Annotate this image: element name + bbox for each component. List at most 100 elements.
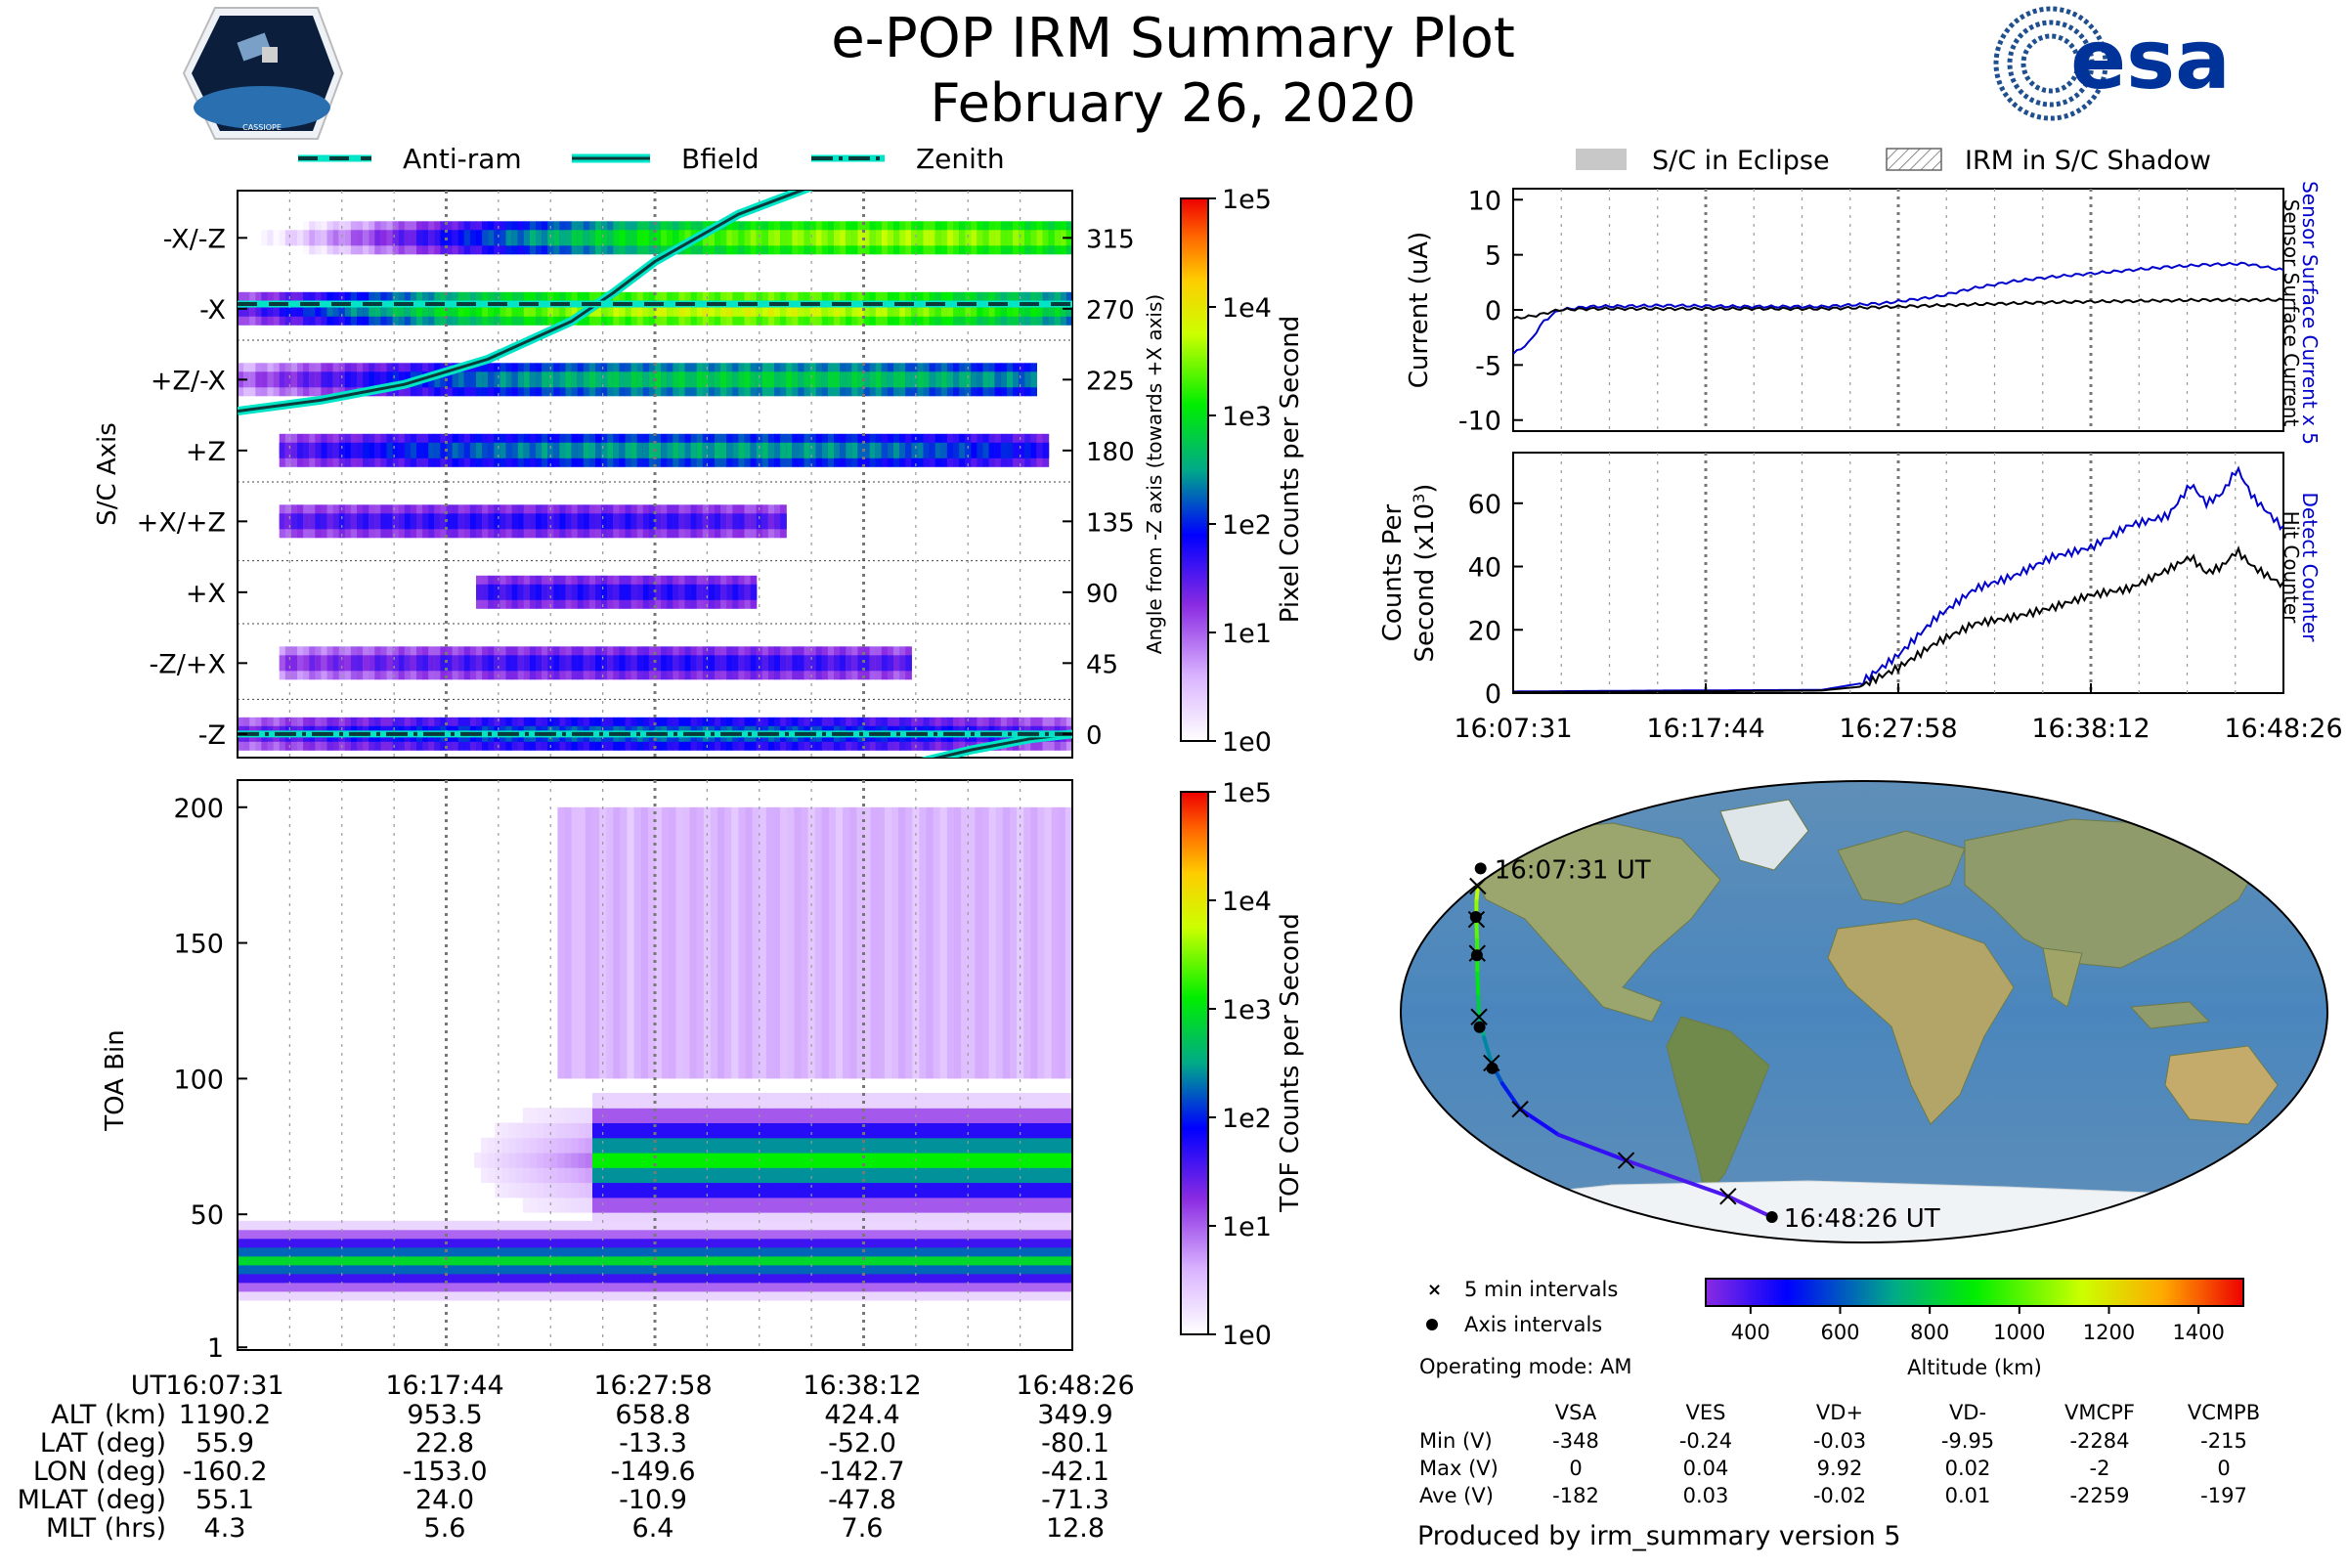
toa-cell xyxy=(550,1221,558,1231)
toa-cell xyxy=(244,1230,252,1240)
pixel-cell-core xyxy=(768,230,775,245)
toa-cell xyxy=(690,1221,698,1231)
toa-cell xyxy=(363,1247,370,1257)
pixel-cell-core xyxy=(661,513,668,529)
voltage-value: -348 xyxy=(1552,1429,1599,1453)
toa-cell xyxy=(1003,1108,1011,1123)
toa-cell xyxy=(683,1093,691,1109)
toa-cell xyxy=(300,1239,308,1248)
toa-cell xyxy=(871,1221,879,1231)
pixel-cell-core xyxy=(971,230,978,245)
toa-cell xyxy=(1037,1239,1045,1248)
toa-cell xyxy=(641,1221,649,1231)
pixel-cell-core xyxy=(572,230,579,245)
pixel-cell-core xyxy=(732,513,739,529)
pixel-cell-core xyxy=(524,513,531,529)
toa-cell xyxy=(947,1198,955,1213)
toa-cell xyxy=(557,1256,565,1266)
pixel-cell-core xyxy=(780,371,787,387)
voltage-header: VMCPF xyxy=(2064,1401,2135,1424)
toa-cell xyxy=(766,1093,774,1109)
toa-cell xyxy=(968,1274,976,1284)
pixel-cell-core xyxy=(613,655,620,671)
toa-cell xyxy=(947,1265,955,1275)
pixel-cell-core xyxy=(643,585,650,600)
pixel-cell-core xyxy=(512,230,519,245)
toa-cell xyxy=(509,1239,517,1248)
toa-noise-cell xyxy=(628,807,635,1079)
toa-cell xyxy=(244,1283,252,1292)
pixel-cell-core xyxy=(726,371,733,387)
pixel-cell-core xyxy=(572,371,579,387)
toa-cell xyxy=(954,1291,962,1301)
toa-cell xyxy=(787,1247,795,1257)
toa-cell xyxy=(780,1265,788,1275)
toa-cell xyxy=(780,1167,788,1183)
toa-cell xyxy=(662,1247,670,1257)
toa-cell xyxy=(898,1093,906,1109)
toa-cell xyxy=(773,1183,781,1198)
pixel-cell-core xyxy=(816,230,823,245)
toa-cell xyxy=(383,1283,391,1292)
toa-cell xyxy=(641,1239,649,1248)
pixel-cell-core xyxy=(685,513,692,529)
pixel-cell-core xyxy=(876,230,883,245)
toa-cell xyxy=(565,1123,573,1139)
toa-cell xyxy=(613,1265,621,1275)
pixel-cell-core xyxy=(607,371,614,387)
toa-cell xyxy=(412,1247,419,1257)
pixel-cell-core xyxy=(572,655,579,671)
toa-cell xyxy=(557,1247,565,1257)
toa-cell xyxy=(537,1153,544,1168)
toa-noise-cell xyxy=(711,807,718,1079)
toa-cell xyxy=(342,1247,350,1257)
pixel-cell-core xyxy=(458,655,465,671)
pixel-cell-core xyxy=(345,230,352,245)
ephemeris-value: 5.6 xyxy=(424,1513,466,1544)
toa-cell xyxy=(753,1239,760,1248)
toa-cell xyxy=(1010,1265,1018,1275)
pixel-cell-core xyxy=(757,230,763,245)
pixel-cell-core xyxy=(464,371,471,387)
toa-cell xyxy=(369,1221,377,1231)
pixel-cell-core xyxy=(637,371,644,387)
pixel-cell-core xyxy=(559,371,566,387)
toa-cell xyxy=(586,1221,593,1231)
toa-cell xyxy=(927,1283,934,1292)
toa-cell xyxy=(662,1138,670,1154)
pixel-cell-core xyxy=(416,655,423,671)
toa-cell xyxy=(878,1230,886,1240)
toa-cell xyxy=(975,1291,982,1301)
toa-cell xyxy=(620,1198,628,1213)
toa-cell xyxy=(523,1123,531,1139)
toa-ytick-label: 100 xyxy=(173,1065,224,1095)
toa-cell xyxy=(753,1221,760,1231)
voltage-value: 0.03 xyxy=(1683,1484,1729,1507)
toa-cell xyxy=(961,1230,969,1240)
toa-cell xyxy=(940,1108,948,1123)
toa-cell xyxy=(557,1153,565,1168)
pixel-cell-core xyxy=(888,655,894,671)
toa-cell xyxy=(516,1183,524,1198)
toa-cell xyxy=(439,1291,447,1301)
pixel-cell-core xyxy=(589,513,596,529)
toa-cell xyxy=(425,1247,433,1257)
toa-cell xyxy=(405,1274,413,1284)
pixel-cell-core xyxy=(911,443,918,458)
toa-cell xyxy=(432,1230,440,1240)
toa-cell xyxy=(780,1247,788,1257)
orbit-axis-marker xyxy=(1470,911,1482,923)
toa-cell xyxy=(454,1221,461,1231)
toa-cell xyxy=(683,1265,691,1275)
toa-cell xyxy=(690,1153,698,1168)
pixel-cell-core xyxy=(667,513,673,529)
toa-cell xyxy=(467,1274,475,1284)
pixel-cell-core xyxy=(720,371,727,387)
toa-cell xyxy=(717,1093,725,1109)
angle-label-4: 135 xyxy=(1086,508,1135,538)
toa-cell xyxy=(738,1265,746,1275)
toa-cell xyxy=(849,1123,857,1139)
toa-cell xyxy=(822,1153,830,1168)
